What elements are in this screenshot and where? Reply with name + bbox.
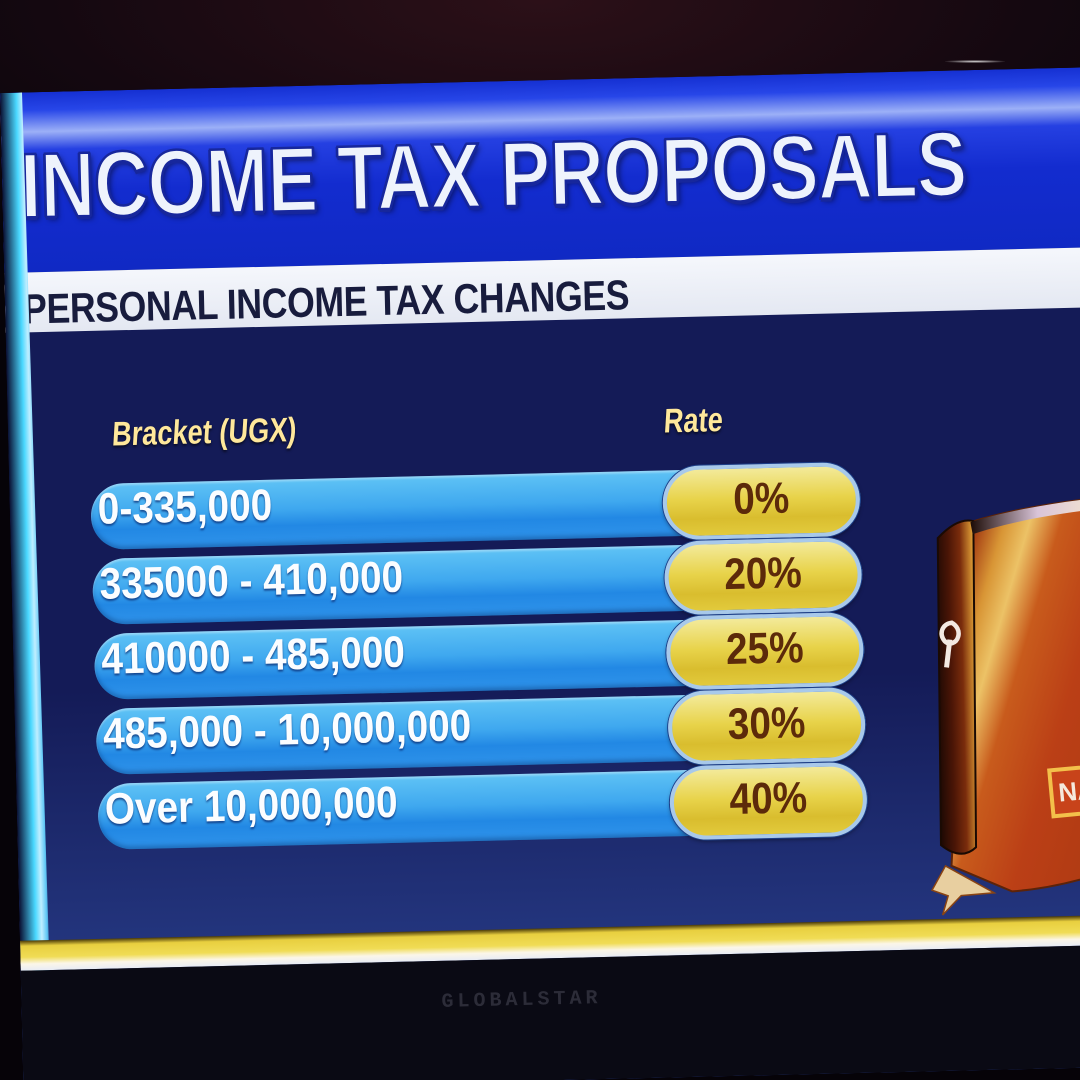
svg-text:NATI: NATI (1057, 772, 1080, 807)
